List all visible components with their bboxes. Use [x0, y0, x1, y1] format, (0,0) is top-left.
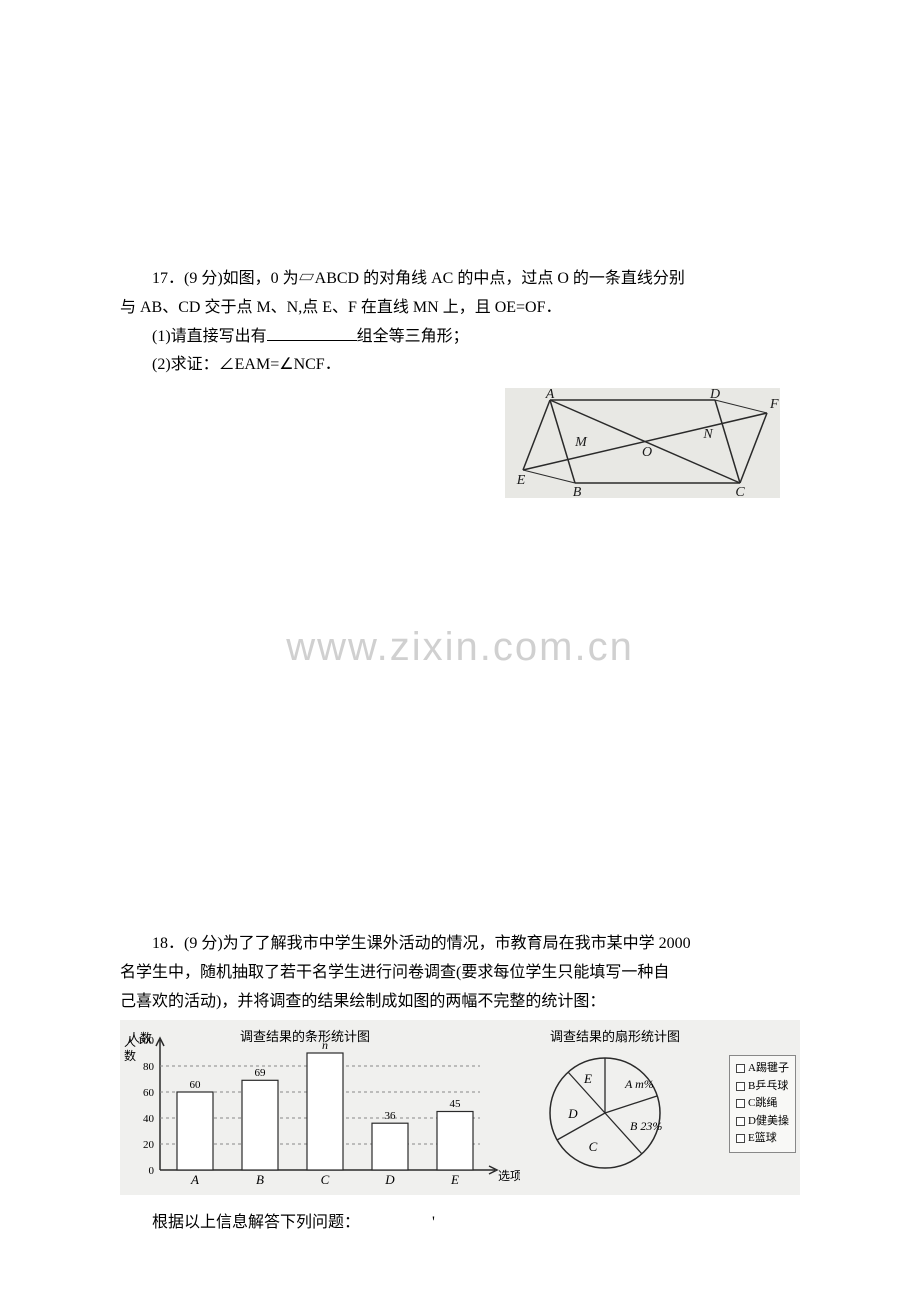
- legend-item-C: C跳绳: [736, 1095, 789, 1113]
- y-axis-char2: 数: [124, 1050, 136, 1062]
- svg-text:0: 0: [149, 1165, 155, 1177]
- q17-text-line3: (1)请直接写出有 组全等三角形；: [120, 323, 800, 352]
- bar-A: [177, 1092, 213, 1170]
- watermark-text: www.zixin.com.cn: [0, 625, 920, 670]
- charts-container: 调查结果的条形统计图 0 20 40 60 80 100: [120, 1020, 800, 1195]
- slice-A: A m%: [624, 1077, 654, 1091]
- bar-C: [307, 1053, 343, 1170]
- cat-A: A: [190, 1172, 199, 1187]
- slice-B: B 23%: [630, 1119, 662, 1133]
- q17-geometry-figure: A D B C E F M N O: [505, 388, 780, 498]
- bar-B-label: 69: [255, 1067, 267, 1079]
- bar-E-label: 45: [450, 1098, 462, 1110]
- bar-B: [242, 1080, 278, 1170]
- bar-chart-svg: 0 20 40 60 80 100 60 A 69 B n: [120, 1020, 520, 1195]
- pie-chart-svg: A m% B 23% C D E: [530, 1038, 710, 1193]
- legend-box-icon: [736, 1134, 745, 1143]
- stray-apostrophe: ': [400, 1214, 435, 1232]
- pie-chart: 调查结果的扇形统计图 A m% B 23% C D E A踢毽子 B乒乓球 C跳…: [530, 1020, 800, 1195]
- legend-item-D: D健美操: [736, 1113, 789, 1131]
- legend-item-A: A踢毽子: [736, 1060, 789, 1078]
- y-axis-char1: 人: [124, 1036, 136, 1048]
- bar-E: [437, 1112, 473, 1171]
- bar-D: [372, 1123, 408, 1170]
- svg-text:60: 60: [143, 1087, 155, 1099]
- q17-subpart1-suffix: 组全等三角形；: [357, 328, 469, 345]
- cat-D: D: [384, 1172, 395, 1187]
- x-axis-label: 选项: [498, 1169, 520, 1183]
- svg-text:40: 40: [143, 1113, 155, 1125]
- q17-text-line1: 17．(9 分)如图，0 为▱ABCD 的对角线 AC 的中点，过点 O 的一条…: [120, 265, 800, 294]
- pie-legend: A踢毽子 B乒乓球 C跳绳 D健美操 E篮球: [729, 1055, 796, 1153]
- label-E: E: [516, 473, 526, 488]
- q18-footer: 根据以上信息解答下列问题： ': [120, 1208, 435, 1232]
- slice-D: D: [567, 1106, 578, 1121]
- question-18-block: 18．(9 分)为了了解我市中学生课外活动的情况，市教育局在我市某中学 2000…: [120, 930, 800, 1016]
- cat-E: E: [450, 1172, 459, 1187]
- legend-item-E: E篮球: [736, 1130, 789, 1148]
- parallelogram-diagram: A D B C E F M N O: [505, 388, 780, 498]
- bar-D-label: 36: [385, 1110, 397, 1122]
- bar-chart-title: 调查结果的条形统计图: [240, 1022, 370, 1045]
- label-C: C: [735, 485, 745, 498]
- slice-E: E: [583, 1071, 592, 1086]
- slice-C: C: [589, 1139, 598, 1154]
- bars: 60 A 69 B n C 36 D 45 E: [177, 1038, 473, 1187]
- cat-C: C: [321, 1172, 330, 1187]
- legend-item-B: B乒乓球: [736, 1078, 789, 1096]
- q18-text-line3: 己喜欢的活动)，并将调查的结果绘制成如图的两幅不完整的统计图：: [120, 988, 800, 1017]
- bar-A-label: 60: [190, 1079, 202, 1091]
- q18-footer-text: 根据以上信息解答下列问题：: [152, 1214, 360, 1231]
- label-A: A: [545, 388, 555, 402]
- legend-box-icon: [736, 1117, 745, 1126]
- legend-box-icon: [736, 1064, 745, 1073]
- legend-box-icon: [736, 1082, 745, 1091]
- question-17-block: 17．(9 分)如图，0 为▱ABCD 的对角线 AC 的中点，过点 O 的一条…: [0, 0, 920, 380]
- label-D: D: [709, 388, 720, 402]
- svg-text:80: 80: [143, 1061, 155, 1073]
- figure-bg: [505, 388, 780, 498]
- label-O: O: [642, 445, 652, 460]
- label-B: B: [573, 485, 582, 498]
- label-N: N: [702, 427, 713, 442]
- q17-subpart1-prefix: (1)请直接写出有: [152, 328, 267, 345]
- legend-box-icon: [736, 1099, 745, 1108]
- q18-text-line2: 名学生中，随机抽取了若干名学生进行问卷调查(要求每位学生只能填写一种自: [120, 959, 800, 988]
- q17-text-line4: (2)求证：∠EAM=∠NCF．: [120, 351, 800, 380]
- q18-text-line1: 18．(9 分)为了了解我市中学生课外活动的情况，市教育局在我市某中学 2000: [120, 930, 800, 959]
- bar-chart: 调查结果的条形统计图 0 20 40 60 80 100: [120, 1020, 520, 1195]
- q17-text-line2: 与 AB、CD 交于点 M、N,点 E、F 在直线 MN 上，且 OE=OF．: [120, 294, 800, 323]
- svg-text:20: 20: [143, 1139, 155, 1151]
- label-F: F: [769, 397, 779, 412]
- cat-B: B: [256, 1172, 264, 1187]
- label-M: M: [574, 435, 588, 450]
- fill-in-blank: [267, 325, 357, 341]
